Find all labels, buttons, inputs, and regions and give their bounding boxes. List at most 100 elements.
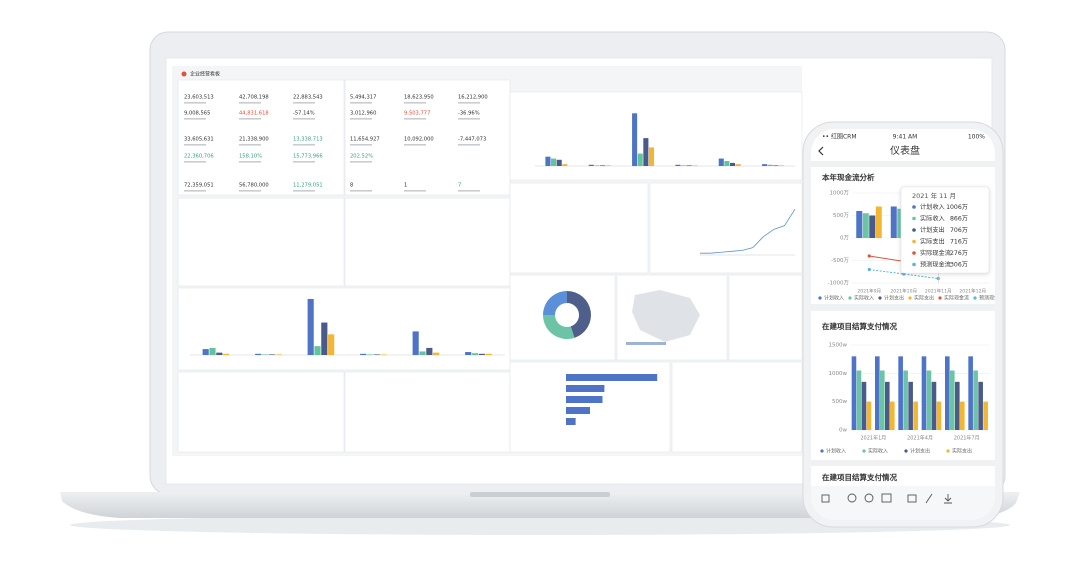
tooltip-dot	[912, 205, 916, 209]
kpi-caption	[293, 102, 315, 104]
kpi-caption	[350, 118, 372, 120]
tooltip	[900, 186, 990, 274]
bar	[898, 356, 903, 430]
legend-dot	[973, 296, 977, 300]
grid-icon[interactable]	[821, 494, 830, 503]
bar	[866, 401, 872, 430]
bar	[223, 353, 230, 355]
download-icon[interactable]	[944, 494, 952, 504]
kpi-caption	[293, 144, 315, 146]
donut-slice	[567, 291, 591, 338]
legend-dot	[904, 449, 908, 453]
panel	[344, 371, 511, 453]
kpi-caption	[404, 144, 426, 146]
x-tick-label: 2021年4月	[907, 435, 933, 442]
bar	[545, 156, 551, 166]
tooltip-title: 2021 年 11 月	[912, 191, 956, 200]
legend-dot	[946, 449, 950, 453]
kpi-caption	[293, 118, 315, 120]
kpi-value: 23,603,513	[184, 95, 214, 101]
bar	[360, 353, 367, 355]
logo	[181, 71, 187, 77]
bar	[675, 164, 681, 166]
tooltip-value: 716万	[950, 239, 968, 246]
bar	[314, 346, 321, 355]
back-button[interactable]	[818, 146, 824, 156]
legend-label: 实际收入	[854, 295, 874, 302]
bar	[856, 211, 863, 238]
bar	[419, 351, 426, 355]
x-tick-label: 2021年7月	[954, 435, 980, 442]
phone-title: 仪表盘	[890, 144, 920, 157]
section-title: 在建项目结算支付情况	[822, 472, 897, 482]
edit-icon[interactable]	[925, 493, 933, 504]
kpi-caption	[458, 190, 480, 192]
tooltip-dot	[912, 228, 916, 232]
bar	[594, 165, 600, 166]
bar	[724, 161, 730, 166]
legend-label: 计划支出	[910, 448, 930, 455]
bar	[960, 401, 965, 430]
kpi-caption	[404, 190, 426, 192]
kpi-caption	[239, 161, 261, 163]
kpi-caption	[293, 161, 315, 163]
bar	[945, 356, 950, 430]
y-tick-label: -1000万	[828, 280, 850, 287]
bar	[216, 352, 223, 355]
phone-content: •• 红圈CRM 9:41 AM 100% 仪表盘 本年现金流分析 在建项目结算…	[811, 133, 995, 520]
panel	[509, 91, 803, 181]
bar	[880, 370, 885, 430]
tooltip-label: 计划收入	[920, 203, 945, 211]
share-icon[interactable]	[907, 494, 917, 503]
hbar	[566, 385, 605, 392]
kpi-value: 18,623,950	[404, 95, 434, 101]
bar	[202, 349, 209, 355]
bar	[328, 334, 335, 355]
bar	[926, 370, 932, 430]
kpi-value: 42,708,198	[239, 95, 269, 101]
kpi-caption	[184, 118, 206, 120]
kpi-caption	[350, 102, 372, 104]
map-scale	[626, 342, 666, 345]
filter-icon[interactable]	[881, 493, 892, 503]
line	[869, 269, 939, 279]
kpi-value: -36.96%	[458, 111, 480, 117]
bar	[968, 356, 973, 430]
kpi-caption	[458, 118, 480, 120]
kpi-caption	[184, 102, 206, 104]
panel	[509, 182, 649, 274]
bar	[851, 356, 857, 430]
kpi-value: 158.10%	[239, 154, 262, 160]
tooltip-value: 706万	[950, 227, 968, 234]
x-tick-label: 2021年11月	[925, 288, 952, 295]
bar	[209, 347, 216, 355]
kpi-value: 22,883,543	[293, 95, 323, 101]
zoom-out[interactable]	[864, 493, 874, 503]
status-battery: 100%	[968, 134, 985, 141]
tooltip-value: 866万	[950, 216, 968, 223]
kpi-caption	[184, 161, 206, 163]
dashboard: 企业经营看板 23,603,513 42,708,198 22,883,543 5,4…	[172, 66, 803, 456]
donut-slice	[543, 291, 567, 315]
bar	[908, 381, 913, 430]
tooltip-label: 计划支出	[920, 226, 945, 234]
kpi-value: 5,494,317	[350, 95, 376, 101]
map-shape	[632, 290, 700, 342]
tooltip-dot	[912, 216, 916, 221]
kpi-value: 11,279,051	[293, 183, 323, 189]
zoom-in[interactable]	[847, 493, 857, 503]
kpi-caption	[350, 161, 372, 163]
kpi-value: -7,447,073	[458, 137, 486, 143]
bar	[950, 370, 955, 430]
tooltip-value: 276万	[950, 250, 968, 257]
bar	[433, 352, 440, 355]
kpi-value: 1	[404, 183, 407, 189]
bar	[307, 298, 314, 355]
legend-label: 计划收入	[824, 295, 844, 302]
bar	[718, 158, 724, 166]
bar	[275, 354, 282, 355]
section-title: 本年现金流分析	[821, 172, 875, 182]
panel	[509, 274, 616, 361]
bar	[936, 401, 942, 430]
